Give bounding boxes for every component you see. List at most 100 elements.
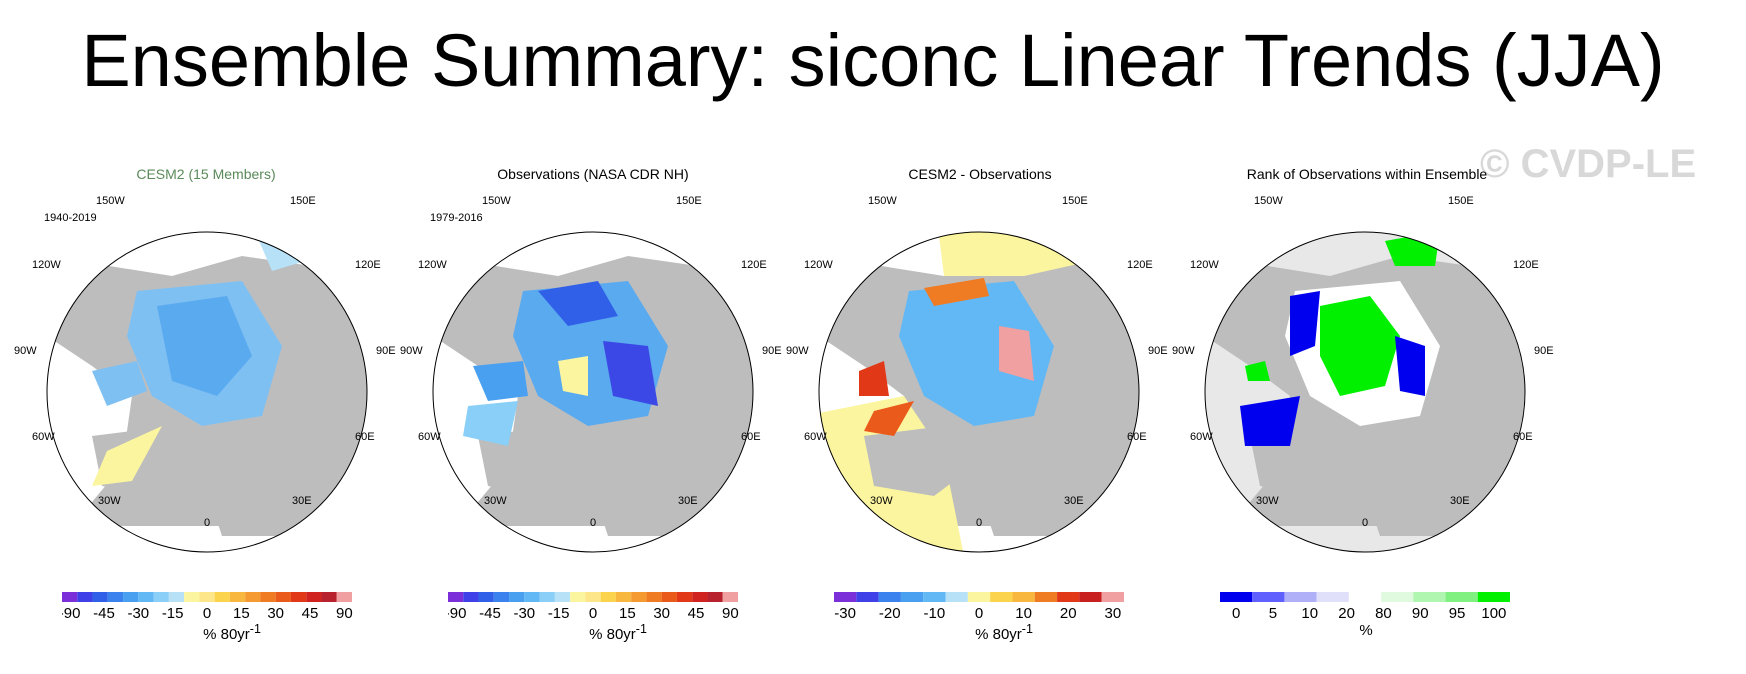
colorbar-tick-label: -30 xyxy=(127,605,149,622)
lon-label-90e: 90E xyxy=(376,345,396,357)
lon-label-150w: 150W xyxy=(868,196,897,207)
lon-label-60e: 60E xyxy=(1127,431,1147,443)
panel-4-title: Rank of Observations within Ensemble xyxy=(1246,166,1488,182)
panel-1-map: 180 150E 120E 90E 60E 30E 0 30W 60W 90W … xyxy=(14,196,396,553)
colorbar-box xyxy=(1284,592,1317,602)
lon-label-120w: 120W xyxy=(32,259,61,271)
lon-label-60w: 60W xyxy=(1190,431,1213,443)
colorbar-box xyxy=(554,592,571,602)
colorbar-box xyxy=(722,592,738,602)
colorbar-box xyxy=(509,592,525,602)
lon-label-120w: 120W xyxy=(1190,259,1219,271)
lon-label-0: 0 xyxy=(1362,517,1368,529)
colorbar-box xyxy=(600,592,616,602)
panel-1-units: % 80yr-1 xyxy=(203,622,261,643)
colorbar-tick-label: 45 xyxy=(302,605,319,622)
lon-label-0: 0 xyxy=(590,517,596,529)
lon-label-90e: 90E xyxy=(1534,345,1554,357)
colorbar-box xyxy=(661,592,677,602)
colorbar-tick-label: -90 xyxy=(448,605,466,622)
colorbar-tick-label: -90 xyxy=(62,605,80,622)
colorbar-tick-label: 95 xyxy=(1449,605,1466,622)
panel-2-period: 1979-2016 xyxy=(430,212,483,224)
lon-label-60e: 60E xyxy=(1513,431,1533,443)
colorbar-tick-label: -15 xyxy=(548,605,570,622)
lon-label-90w: 90W xyxy=(786,345,809,357)
colorbar-tick-label: 100 xyxy=(1481,605,1506,622)
colorbar-box xyxy=(168,592,185,602)
lon-label-30w: 30W xyxy=(98,495,121,507)
lon-label-90w: 90W xyxy=(400,345,423,357)
panel-4-colorbar: 0 5 10 20 80 90 95 100 xyxy=(1220,592,1510,622)
lon-label-150e: 150E xyxy=(1448,196,1474,207)
colorbar-tick-label: 90 xyxy=(336,605,353,622)
colorbar-box xyxy=(1316,592,1349,602)
colorbar-box xyxy=(229,592,246,602)
colorbar-box xyxy=(275,592,291,602)
colorbar-box xyxy=(692,592,708,602)
colorbar-tick-label: 90 xyxy=(1412,605,1429,622)
colorbar-box xyxy=(945,592,968,602)
colorbar-box xyxy=(1348,592,1382,602)
colorbar-box xyxy=(570,592,586,602)
lon-label-30e: 30E xyxy=(678,495,698,507)
panel-2-colorbar: -90 -45 -30 -15 0 15 30 45 90 xyxy=(448,592,739,622)
lon-label-150e: 150E xyxy=(676,196,702,207)
colorbar-tick-label: 20 xyxy=(1060,605,1077,622)
lon-label-120e: 120E xyxy=(1513,259,1539,271)
colorbar-box xyxy=(290,592,307,602)
colorbar-tick-label: -30 xyxy=(834,605,856,622)
lon-label-30e: 30E xyxy=(1450,495,1470,507)
lon-label-30w: 30W xyxy=(870,495,893,507)
lon-label-30w: 30W xyxy=(484,495,507,507)
colorbar-box xyxy=(123,592,139,602)
colorbar-box xyxy=(1101,592,1124,602)
colorbar-box xyxy=(336,592,352,602)
colorbar-box xyxy=(245,592,261,602)
colorbar-box xyxy=(1413,592,1446,602)
colorbar-box xyxy=(615,592,632,602)
colorbar-box xyxy=(856,592,879,602)
lon-label-0: 0 xyxy=(204,517,210,529)
colorbar-box xyxy=(184,592,200,602)
panel-3-colorbar: -30 -20 -10 0 10 20 30 xyxy=(834,592,1124,622)
panel-1-colorbar: -90 -45 -30 -15 0 15 30 45 90 xyxy=(62,592,353,622)
colorbar-box xyxy=(990,592,1013,602)
colorbar-tick-label: 10 xyxy=(1015,605,1032,622)
colorbar-box xyxy=(306,592,322,602)
colorbar-tick-label: -15 xyxy=(162,605,184,622)
colorbar-box xyxy=(1381,592,1414,602)
colorbar-box xyxy=(585,592,601,602)
colorbar-tick-label: 30 xyxy=(653,605,670,622)
colorbar-box xyxy=(900,592,924,602)
panel-3-title: CESM2 - Observations xyxy=(908,166,1052,182)
lon-label-120e: 120E xyxy=(355,259,381,271)
lon-label-60e: 60E xyxy=(741,431,761,443)
colorbar-box xyxy=(1012,592,1035,602)
lon-label-60w: 60W xyxy=(804,431,827,443)
colorbar-tick-label: 80 xyxy=(1375,605,1392,622)
colorbar-box xyxy=(676,592,693,602)
panel-2-map: 180 150E 120E 90E 60E 30E 0 30W 60W 90W … xyxy=(400,196,782,553)
colorbar-box xyxy=(834,592,857,602)
colorbar-box xyxy=(1220,592,1253,602)
page-title: Ensemble Summary: siconc Linear Trends (… xyxy=(81,19,1665,102)
lon-label-120e: 120E xyxy=(1127,259,1153,271)
colorbar-box xyxy=(62,592,78,602)
colorbar-tick-label: 0 xyxy=(1232,605,1240,622)
panel-2-title: Observations (NASA CDR NH) xyxy=(497,166,689,182)
colorbar-box xyxy=(923,592,946,602)
lon-label-120w: 120W xyxy=(418,259,447,271)
colorbar-tick-label: -10 xyxy=(924,605,946,622)
colorbar-box xyxy=(1477,592,1510,602)
panel-1-period: 1940-2019 xyxy=(44,212,97,224)
colorbar-box xyxy=(493,592,510,602)
colorbar-box xyxy=(1252,592,1285,602)
colorbar-tick-label: 10 xyxy=(1301,605,1318,622)
panel-3-map: 180 150E 120E 90E 60E 30E 0 30W 60W 90W … xyxy=(786,196,1168,553)
colorbar-box xyxy=(539,592,555,602)
colorbar-tick-label: 15 xyxy=(233,605,250,622)
colorbar-tick-label: 45 xyxy=(688,605,705,622)
colorbar-box xyxy=(524,592,540,602)
colorbar-tick-label: -20 xyxy=(879,605,901,622)
